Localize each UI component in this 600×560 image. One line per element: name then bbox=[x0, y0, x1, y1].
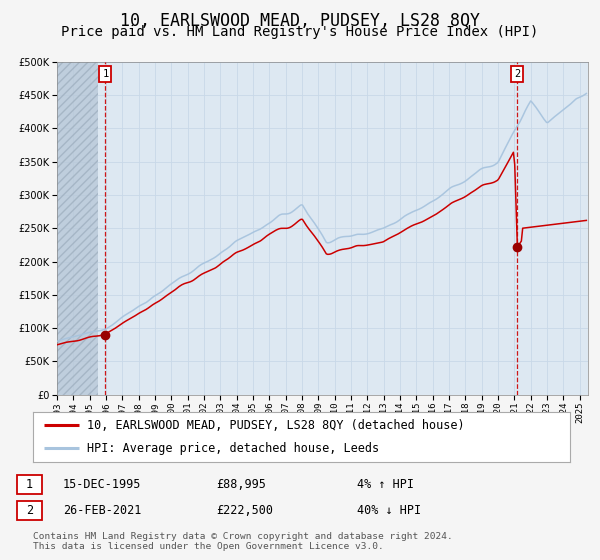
Text: 10, EARLSWOOD MEAD, PUDSEY, LS28 8QY: 10, EARLSWOOD MEAD, PUDSEY, LS28 8QY bbox=[120, 12, 480, 30]
Text: Contains HM Land Registry data © Crown copyright and database right 2024.
This d: Contains HM Land Registry data © Crown c… bbox=[33, 532, 453, 552]
Text: 1: 1 bbox=[26, 478, 33, 491]
Text: 40% ↓ HPI: 40% ↓ HPI bbox=[357, 504, 421, 517]
Text: 26-FEB-2021: 26-FEB-2021 bbox=[63, 504, 142, 517]
Text: £88,995: £88,995 bbox=[216, 478, 266, 491]
Text: 15-DEC-1995: 15-DEC-1995 bbox=[63, 478, 142, 491]
Text: 1: 1 bbox=[102, 69, 109, 80]
Text: £222,500: £222,500 bbox=[216, 504, 273, 517]
Bar bbox=[57, 62, 98, 395]
Text: 2: 2 bbox=[514, 69, 520, 80]
Text: 2: 2 bbox=[26, 504, 33, 517]
Text: 10, EARLSWOOD MEAD, PUDSEY, LS28 8QY (detached house): 10, EARLSWOOD MEAD, PUDSEY, LS28 8QY (de… bbox=[87, 419, 464, 432]
Text: Price paid vs. HM Land Registry's House Price Index (HPI): Price paid vs. HM Land Registry's House … bbox=[61, 25, 539, 39]
Text: 4% ↑ HPI: 4% ↑ HPI bbox=[357, 478, 414, 491]
Text: HPI: Average price, detached house, Leeds: HPI: Average price, detached house, Leed… bbox=[87, 442, 379, 455]
